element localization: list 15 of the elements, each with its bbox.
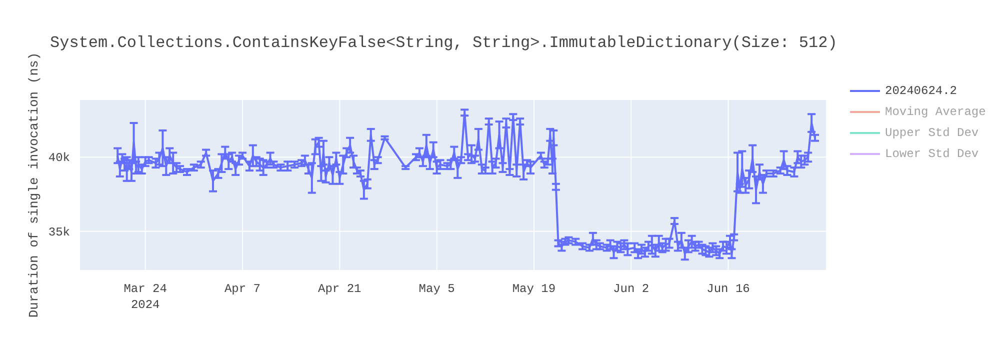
x-tick-label: Apr 21: [318, 282, 362, 296]
x-tick-label: May 5: [418, 282, 455, 296]
y-tick-label: 35k: [48, 225, 70, 240]
x-tick-label: Mar 24 2024: [124, 282, 167, 312]
x-tick-label: Jun 2: [613, 282, 650, 296]
x-tick-label: Jun 16: [706, 282, 750, 296]
x-tick-label: May 19: [512, 282, 556, 296]
legend-label: Moving Average: [885, 104, 986, 118]
chart-title: System.Collections.ContainsKeyFalse<String, String>.ImmutableDictionary(Size: 512): [50, 34, 838, 52]
legend-label: 20240624.2: [885, 84, 958, 98]
y-axis-title: Duration of single invocation (ns): [26, 52, 42, 318]
legend-label: Upper Std Dev: [885, 126, 979, 140]
y-tick-label: 40k: [48, 151, 70, 166]
x-tick-label: Apr 7: [224, 282, 261, 296]
legend-label: Lower Std Dev: [885, 146, 979, 160]
